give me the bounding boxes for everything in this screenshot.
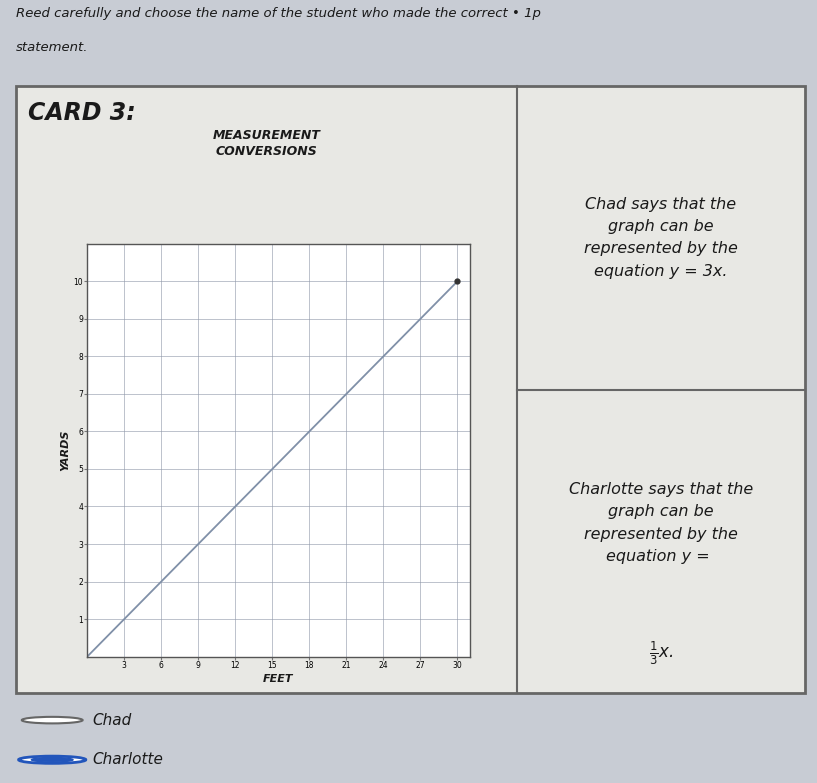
Circle shape [31, 757, 73, 762]
Y-axis label: YARDS: YARDS [60, 430, 71, 471]
Circle shape [19, 756, 86, 763]
Text: Chad says that the
graph can be
represented by the
equation y = 3x.: Chad says that the graph can be represen… [584, 197, 738, 279]
Text: Chad: Chad [92, 713, 132, 727]
Circle shape [22, 717, 83, 723]
X-axis label: FEET: FEET [263, 674, 294, 684]
Text: MEASUREMENT
CONVERSIONS: MEASUREMENT CONVERSIONS [212, 128, 320, 157]
Text: CARD 3:: CARD 3: [28, 101, 136, 125]
Text: Charlotte says that the
graph can be
represented by the
equation y =: Charlotte says that the graph can be rep… [569, 482, 753, 564]
Text: Charlotte: Charlotte [92, 752, 163, 767]
Text: statement.: statement. [16, 41, 89, 55]
Text: Reed carefully and choose the name of the student who made the correct • 1p: Reed carefully and choose the name of th… [16, 7, 541, 20]
Text: $\frac{1}{3}$x.: $\frac{1}{3}$x. [649, 640, 673, 667]
